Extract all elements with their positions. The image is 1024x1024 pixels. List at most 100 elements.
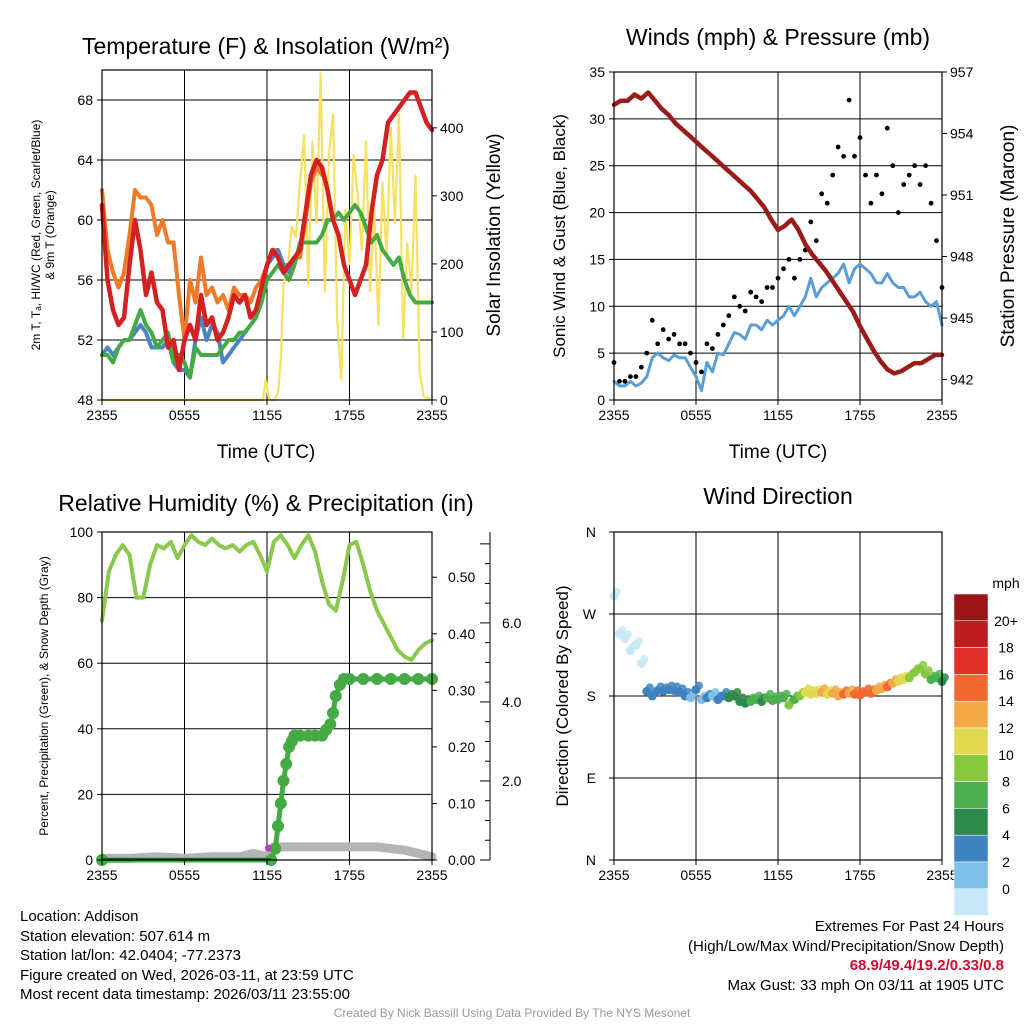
wind-gust-point (726, 313, 732, 319)
temp-ytick-right-label: 200 (440, 256, 464, 272)
temp-ytick-right-label: 400 (440, 120, 464, 136)
rh-ytick-label: 80 (77, 590, 93, 606)
wind-xlabel: Time (UTC) (729, 442, 828, 463)
temp-ylabel-left: 2m T, Tₐ, HI/WC (Red, Green, Scarlet/Blu… (29, 120, 43, 351)
extremes-title: Extremes For Past 24 Hours (814, 918, 1004, 935)
dir-ytick-label: N (586, 852, 596, 868)
dir-point (924, 666, 933, 675)
wind-gust-point (863, 172, 868, 178)
wind-ylabel-left: Sonic Wind & Gust (Blue, Black) (550, 114, 569, 358)
temp-xtick-label: 1155 (252, 407, 282, 423)
wind-gust-point (917, 182, 923, 187)
temp-ytick-label: 52 (77, 332, 93, 348)
dir-point (941, 673, 949, 682)
wind-gust-point (699, 369, 704, 375)
colorbar-label: 12 (998, 720, 1014, 736)
wind-series-sonic-wind (612, 262, 944, 393)
temp-ytick-right-label: 100 (440, 324, 464, 340)
wind-gust-dots (611, 97, 945, 384)
wind-series-pressure (611, 90, 945, 376)
rh-precip-marker (264, 844, 272, 852)
wind-gust-point (874, 172, 879, 178)
dir-xtick-label: 0555 (680, 867, 711, 883)
rh-ytick-precip-label: 0.20 (448, 739, 475, 755)
wind-gust-point (677, 341, 682, 347)
dir-ytick-label: S (587, 688, 596, 704)
wind-gust-point (835, 144, 841, 150)
colorbar-label: 4 (1002, 827, 1010, 843)
wind-gust-point (928, 200, 934, 206)
wind-gust-point (737, 303, 743, 309)
rh-xtick-label: 0555 (169, 867, 200, 883)
wind-gust-point (852, 153, 857, 159)
temp-xtick-label: 0555 (169, 407, 200, 423)
colorbar-swatch (953, 674, 989, 702)
temp-ytick-label: 64 (77, 152, 93, 168)
wind-gust-point (781, 266, 786, 272)
wind-gust-point (830, 172, 836, 178)
colorbar-swatch (953, 781, 989, 809)
wind-gust-point (764, 285, 770, 290)
wind-gust-point (879, 191, 885, 197)
temp-ytick-label: 56 (77, 272, 93, 288)
colorbar-label: 20+ (994, 613, 1018, 629)
wind-xtick-label: 1155 (763, 407, 793, 423)
rh-xtick-label: 1755 (334, 867, 365, 883)
rh-ytick-label: 60 (77, 655, 93, 671)
wind-gust-point (923, 163, 928, 169)
wind-gust-point (742, 308, 748, 314)
wind-gust-point (808, 219, 814, 225)
colorbar-label: 10 (998, 747, 1014, 763)
colorbar-label: 2 (1002, 854, 1010, 870)
temp-series-dewpoint (100, 203, 434, 380)
wind-ytick-label: 30 (589, 111, 605, 127)
colorbar-swatch (953, 700, 989, 729)
rh-ytick-label: 20 (77, 786, 93, 802)
dir-points (609, 587, 949, 710)
temp-ylabel-right: Solar Insolation (Yellow) (484, 133, 505, 336)
rh-xtick-label: 2355 (86, 867, 117, 883)
wind-gust-point (720, 322, 726, 328)
colorbar-label: 8 (1002, 774, 1010, 790)
wind-gust-point (731, 294, 737, 300)
colorbar-swatch (953, 727, 989, 756)
dir-point (645, 683, 654, 692)
colorbar-swatch (953, 861, 989, 890)
wind-gust-point (704, 341, 710, 347)
dir-ytick-label: E (587, 770, 596, 786)
wind-xtick-label: 2355 (926, 407, 957, 423)
dir-point (640, 655, 649, 664)
wind-gust-point (666, 336, 672, 342)
wind-gust-point (693, 360, 699, 365)
wind-gust-point (649, 317, 655, 323)
temp-ylabel-left-2: & 9m T (Orange) (43, 190, 57, 280)
colorbar-label: 16 (998, 666, 1014, 682)
dir-xtick-label: 1155 (763, 867, 793, 883)
wind-gust-point (797, 257, 803, 262)
wind-gust-point (895, 210, 901, 216)
colorbar-label: 14 (998, 693, 1014, 709)
elevation-text: Station elevation: 507.614 m (20, 927, 211, 945)
rh-series-rh (100, 533, 434, 662)
wind-gust-point (819, 191, 825, 197)
rh-xtick-label: 1155 (252, 867, 282, 883)
colorbar-swatch (953, 647, 989, 675)
wind-gust-point (617, 378, 622, 384)
rh-ytick-snow-label: 6.0 (502, 615, 522, 631)
dir-point (613, 587, 621, 596)
wind-gust-point (753, 294, 759, 300)
wind-gust-point (688, 350, 693, 356)
dir-ytick-label: N (586, 524, 596, 540)
wind-ytick-label: 20 (589, 205, 605, 221)
wind-gust-point (710, 346, 715, 351)
wind-gust-point (660, 327, 666, 333)
wind-xtick-label: 0555 (680, 407, 711, 423)
rh-ylabel-left: Percent, Precipitation (Green), & Snow D… (37, 556, 51, 835)
rh-ytick-snow-label: 4.0 (502, 694, 522, 710)
dir-point (623, 630, 632, 639)
wind-ytick-label: 10 (589, 298, 605, 314)
rh-ytick-precip-label: 0.50 (448, 569, 475, 585)
wind-gust-point (671, 332, 677, 337)
wind-gust-point (841, 153, 846, 159)
temp-ytick-label: 48 (77, 392, 93, 408)
